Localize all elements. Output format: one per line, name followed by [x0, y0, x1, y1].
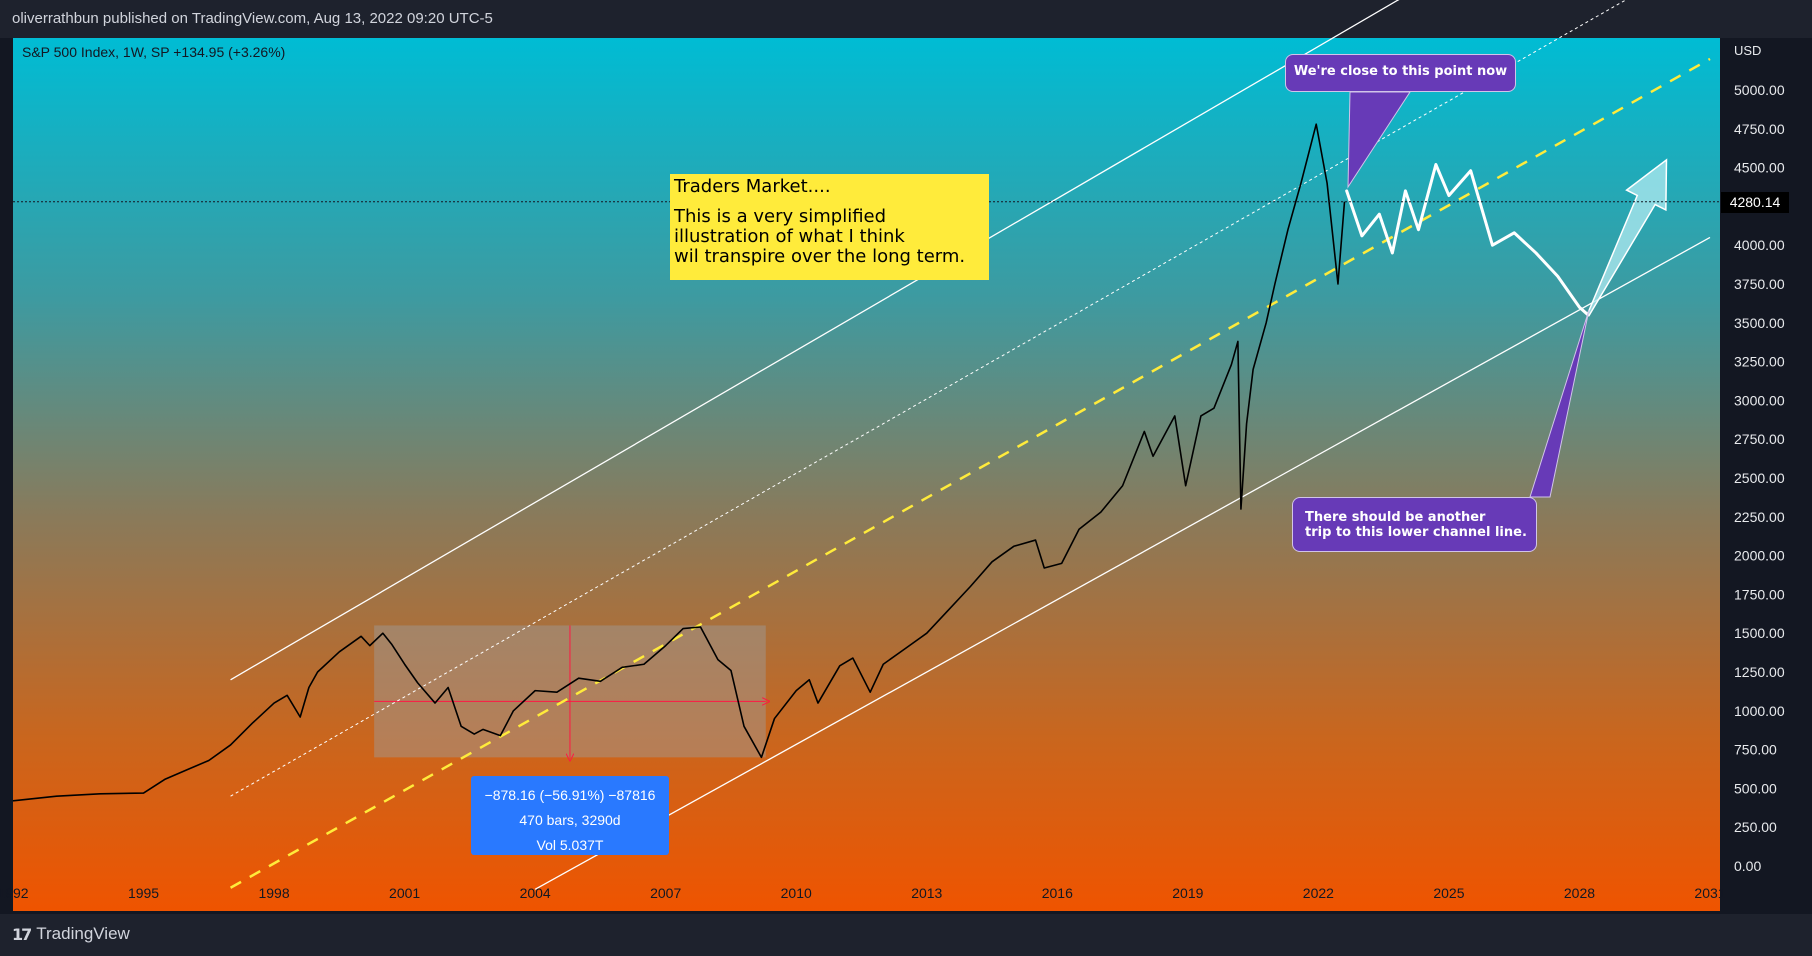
tradingview-logo[interactable]: 17 TradingView: [12, 924, 130, 944]
y-tick-label: 1750.00: [1734, 586, 1785, 602]
projection-arrow: [1586, 158, 1668, 317]
plot-background: [13, 38, 1720, 911]
x-tick-label: 2004: [520, 885, 551, 901]
y-tick-label: 0.00: [1734, 858, 1761, 874]
y-tick-label: 1500.00: [1734, 625, 1785, 641]
callout-top-pointer: [1347, 91, 1411, 189]
bottom-bar: 17 TradingView: [0, 914, 1812, 956]
y-tick-label: 3250.00: [1734, 354, 1785, 370]
note-line: This is a very simplified: [674, 206, 887, 227]
channel-line-lower: [534, 236, 1711, 890]
callout-bottom-line: trip to this lower channel line.: [1305, 525, 1527, 540]
x-tick-label: 2013: [911, 885, 942, 901]
x-tick-label: 2028: [1564, 885, 1595, 901]
measure-box: −878.16 (−56.91%) −87816 470 bars, 3290d…: [471, 776, 669, 855]
y-tick-label: 250.00: [1734, 819, 1777, 835]
x-tick-label: 2016: [1042, 885, 1073, 901]
top-bar: oliverrathbun published on TradingView.c…: [0, 0, 1812, 38]
channel-median-line: [229, 57, 1711, 889]
x-tick-label: 2031: [1694, 885, 1725, 901]
y-tick-label: 4000.00: [1734, 237, 1785, 253]
x-tick-label: 2025: [1433, 885, 1464, 901]
currency-label: USD: [1734, 43, 1761, 58]
y-tick-label: 2000.00: [1734, 548, 1785, 564]
y-tick-label: 1250.00: [1734, 664, 1785, 680]
note-box: Traders Market.... This is a very simpli…: [670, 174, 989, 280]
chart-legend: S&P 500 Index, 1W, SP +134.95 (+3.26%): [22, 44, 286, 60]
last-price-label: 4280.14: [1721, 191, 1789, 213]
note-line: wil transpire over the long term.: [674, 246, 966, 267]
channel-quarter-line: [230, 0, 1627, 797]
x-tick-label: 1992: [0, 885, 29, 901]
y-tick-label: 2500.00: [1734, 470, 1785, 486]
measure-volume: Vol 5.037T: [536, 837, 604, 853]
callout-top: We're close to this point now: [1285, 54, 1516, 92]
x-tick-label: 1998: [258, 885, 289, 901]
note-line: Traders Market....: [674, 176, 831, 197]
price-series-line: [12, 123, 1346, 802]
callout-bottom: There should be another trip to this low…: [1292, 497, 1537, 552]
y-tick-label: 3500.00: [1734, 315, 1785, 331]
measure-bars: 470 bars, 3290d: [519, 812, 621, 828]
publish-info: oliverrathbun published on TradingView.c…: [12, 10, 493, 27]
y-tick-label: 4750.00: [1734, 121, 1785, 137]
note-line: illustration of what I think: [674, 226, 905, 247]
x-tick-label: 2007: [650, 885, 681, 901]
y-tick-label: 1000.00: [1734, 703, 1785, 719]
y-tick-label: 4500.00: [1734, 160, 1785, 176]
x-tick-label: 2010: [781, 885, 812, 901]
y-tick-label: 2750.00: [1734, 431, 1785, 447]
y-tick-label: 2250.00: [1734, 509, 1785, 525]
y-tick-label: 3750.00: [1734, 276, 1785, 292]
x-tick-label: 1995: [128, 885, 159, 901]
callout-bottom-pointer: [1529, 309, 1590, 498]
y-tick-label: 3000.00: [1734, 392, 1785, 408]
measure-change: −878.16 (−56.91%) −87816: [484, 787, 656, 803]
projection-path: [1345, 162, 1590, 317]
y-tick-label: 750.00: [1734, 742, 1777, 758]
y-tick-label: 5000.00: [1734, 82, 1785, 98]
x-tick-label: 2019: [1172, 885, 1203, 901]
brand-name: TradingView: [36, 924, 130, 943]
tradingview-logo-icon: 17: [12, 924, 32, 944]
y-tick-label: 500.00: [1734, 780, 1777, 796]
callout-bottom-line: There should be another: [1305, 510, 1486, 525]
x-tick-label: 2022: [1303, 885, 1334, 901]
x-tick-label: 2001: [389, 885, 420, 901]
